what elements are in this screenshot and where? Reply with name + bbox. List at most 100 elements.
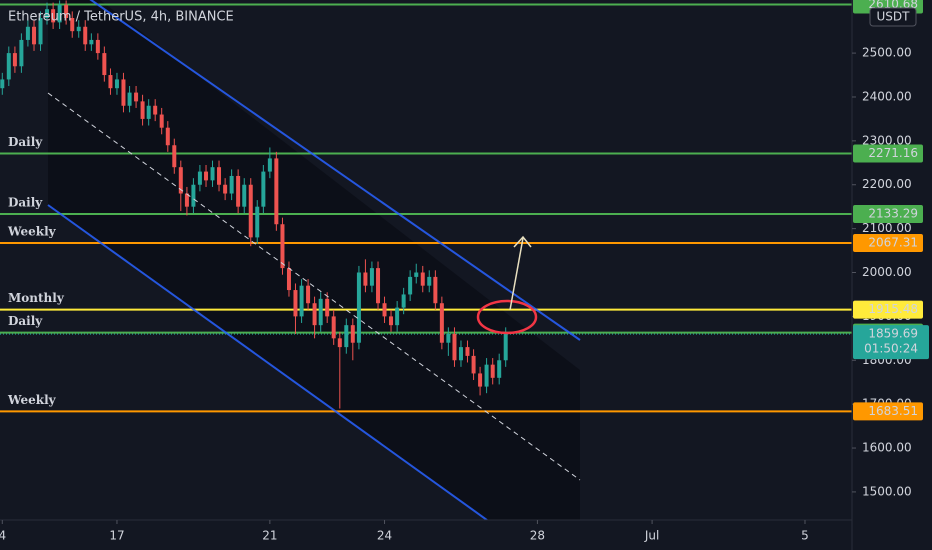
candle-body — [427, 276, 432, 286]
candle-body — [306, 285, 311, 304]
candle-body — [70, 17, 75, 32]
candle-body — [299, 285, 304, 317]
level-price: 1683.51 — [868, 404, 918, 418]
candle-body — [248, 184, 253, 238]
countdown: 01:50:24 — [864, 342, 918, 356]
candle-body — [95, 39, 100, 54]
x-tick-label: 28 — [530, 529, 545, 543]
candle-body — [318, 298, 323, 326]
candle-body — [204, 171, 209, 181]
candle-body — [6, 53, 11, 80]
channel-upper — [89, 0, 581, 341]
candle-body — [325, 298, 330, 317]
level-price: 2610.68 — [868, 0, 918, 11]
candle-body — [12, 53, 17, 67]
y-tick-label: 2500.00 — [862, 46, 912, 60]
x-tick-label: 17 — [109, 529, 124, 543]
candle-body — [210, 167, 215, 181]
candle-body — [159, 114, 164, 128]
level-price-box — [853, 233, 923, 252]
candle-body — [280, 224, 285, 269]
channel-fill — [48, 0, 580, 520]
candle-body — [382, 303, 387, 317]
candle-body — [153, 105, 158, 115]
level-price-box — [853, 205, 923, 224]
level-label: Monthly — [8, 291, 65, 305]
candle-body — [45, 9, 50, 18]
candle-body — [401, 294, 406, 308]
candle-body — [293, 290, 298, 317]
candle-body — [102, 53, 107, 76]
channel-mid — [47, 92, 581, 481]
x-tick-label: 4 — [0, 529, 6, 543]
currency-badge[interactable] — [869, 7, 917, 27]
candle-body — [89, 39, 94, 45]
candle-body — [165, 127, 170, 146]
level-price-box — [853, 300, 923, 319]
annotation-arrow — [509, 237, 524, 311]
candle-body — [356, 272, 361, 343]
candle-body — [127, 92, 132, 106]
candle-body — [114, 79, 119, 89]
candle-body — [274, 158, 279, 225]
candle-body — [458, 347, 463, 361]
candle-body — [452, 333, 457, 361]
candle-body — [19, 39, 24, 67]
candle-body — [76, 26, 81, 32]
candle-body — [503, 333, 508, 361]
level-label: Weekly — [7, 224, 57, 238]
candle-body — [344, 325, 349, 348]
level-label: Daily — [8, 314, 43, 328]
currency[interactable]: USDT — [877, 10, 911, 24]
price-axis — [852, 0, 932, 550]
y-tick-label: 1600.00 — [862, 441, 912, 455]
candle-body — [134, 92, 139, 102]
x-tick-label: 5 — [801, 529, 809, 543]
y-tick-label: 2200.00 — [862, 177, 912, 191]
level-price: 2271.16 — [868, 146, 918, 160]
level-label: Weekly — [7, 393, 57, 407]
candle-body — [140, 101, 145, 119]
candle-body — [146, 105, 151, 119]
candle-body — [191, 184, 196, 207]
x-tick-label: Jul — [644, 529, 659, 543]
level-price-box — [853, 402, 923, 421]
candle-body — [490, 364, 495, 378]
candle-body — [64, 4, 69, 18]
candle-body — [433, 276, 438, 304]
candle-body — [172, 145, 177, 168]
candle-body — [51, 9, 56, 23]
candle-body — [267, 158, 272, 172]
candle-body — [376, 268, 381, 304]
last-price: 1859.69 — [868, 327, 918, 341]
candle-body — [497, 360, 502, 378]
candle-body — [229, 175, 234, 194]
level-price-box — [853, 144, 923, 163]
candle-body — [478, 373, 483, 387]
y-tick-label: 2000.00 — [862, 265, 912, 279]
candle-body — [414, 272, 419, 277]
y-tick-label: 2400.00 — [862, 89, 912, 103]
y-tick-label: 2100.00 — [862, 221, 912, 235]
candle-body — [32, 26, 37, 45]
symbol-title: Ethereum / TetherUS, 4h, BINANCE — [8, 10, 234, 25]
candle-body — [465, 347, 470, 356]
candle-body — [395, 307, 400, 326]
arrow-head — [513, 235, 532, 248]
candle-body — [261, 171, 266, 207]
candle-body — [369, 268, 374, 286]
candle-body — [363, 272, 368, 286]
candle-body — [471, 355, 476, 374]
candle-body — [408, 276, 413, 295]
candle-body — [420, 272, 425, 286]
candle-body — [108, 75, 113, 89]
candle-body — [0, 79, 5, 89]
candle-body — [286, 268, 291, 291]
y-tick-label: 1500.00 — [862, 484, 912, 498]
candle-body — [236, 175, 241, 207]
y-tick-label: 2300.00 — [862, 133, 912, 147]
annotation-circle — [476, 299, 538, 335]
candle-body — [197, 171, 202, 185]
time-axis — [0, 520, 852, 550]
